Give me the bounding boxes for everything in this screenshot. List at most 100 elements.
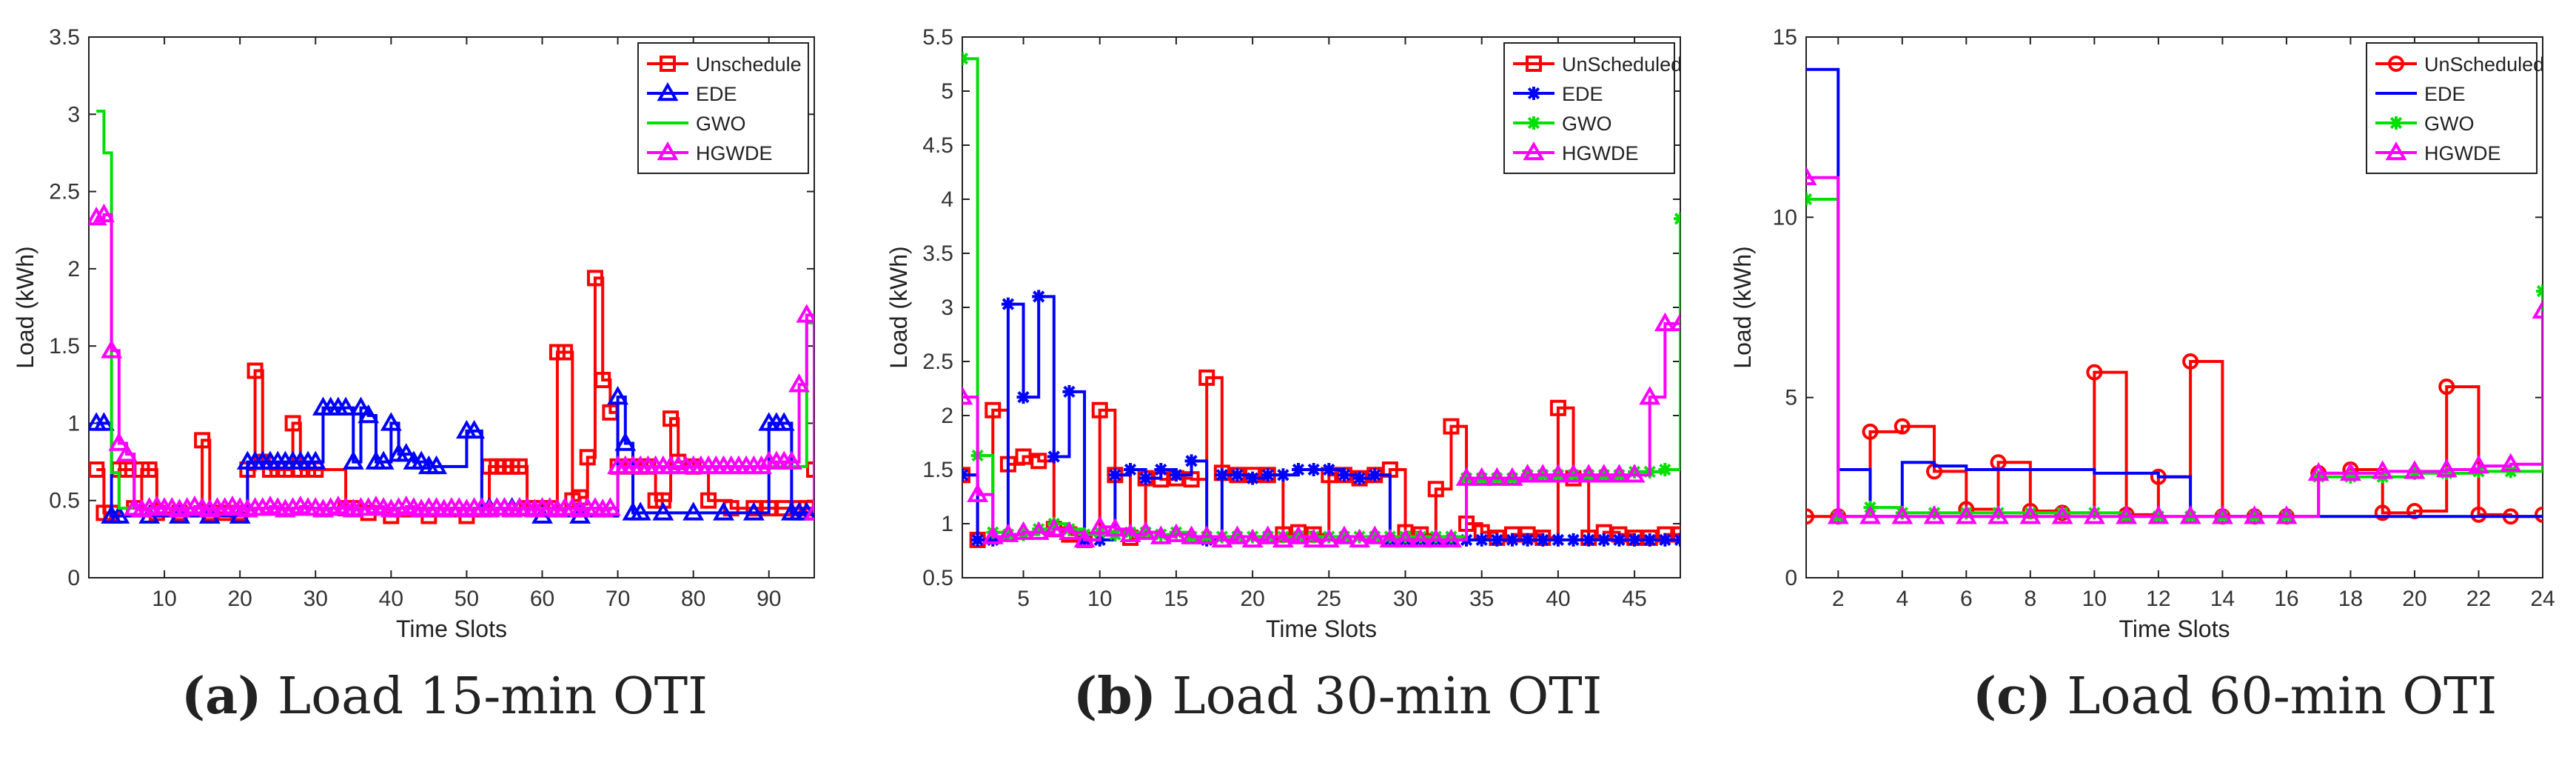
data-point — [101, 339, 123, 359]
data-point — [2083, 505, 2105, 524]
data-point — [2051, 505, 2073, 524]
y-tick-label: 0 — [1785, 566, 1797, 590]
y-tick-label: 10 — [1773, 205, 1797, 230]
x-tick-label: 70 — [606, 587, 630, 611]
data-point — [115, 443, 138, 462]
legend: UnScheduled EDE GWO HGWDE — [1503, 42, 1682, 174]
data-point — [395, 443, 417, 462]
data-point — [1241, 528, 1264, 548]
data-point — [2500, 453, 2522, 472]
chart-panel-c: 2 4 6 8 10 12 14 16 18 20 22 24 0 5 10 15 Time Slots Load… — [1717, 0, 2576, 757]
data-point — [1628, 464, 1642, 478]
data-point — [2211, 505, 2233, 524]
data-point — [1895, 506, 1909, 520]
data-point — [1658, 463, 1672, 476]
data-point — [2086, 364, 2103, 381]
data-point — [1276, 468, 1290, 482]
data-point — [1364, 525, 1386, 544]
x-tick-label: 18 — [2338, 587, 2363, 611]
data-point — [745, 500, 762, 517]
data-point — [1184, 454, 1198, 468]
data-point — [962, 468, 969, 482]
x-tick-label: 25 — [1317, 587, 1341, 611]
data-point — [1287, 525, 1309, 544]
data-point — [1165, 523, 1187, 542]
data-point — [1486, 467, 1508, 486]
data-point — [1169, 525, 1183, 539]
data-point — [1806, 508, 1814, 525]
series-hgwde — [1806, 166, 2543, 524]
legend-marker — [657, 141, 679, 161]
chart-a-svg: 10 20 30 40 50 60 70 80 90 0 0.5 1 1.5 2 2.5 3 3.5 Time S… — [12, 25, 815, 642]
data-point — [599, 497, 621, 516]
y-tick-label: 3.5 — [922, 241, 953, 266]
data-point — [1124, 463, 1138, 476]
legend-marker — [657, 81, 679, 101]
data-point — [1138, 471, 1153, 485]
data-point — [1566, 533, 1580, 547]
data-point — [1536, 533, 1550, 547]
data-point — [970, 533, 985, 547]
data-point — [2023, 506, 2037, 520]
data-point — [962, 386, 973, 405]
data-point — [1398, 530, 1412, 544]
data-point — [1322, 463, 1336, 476]
x-tick-label: 22 — [2466, 587, 2491, 611]
data-point — [1108, 468, 1122, 482]
data-point — [2307, 461, 2330, 481]
data-point — [1073, 528, 1096, 548]
chart-panel-a: 10 20 30 40 50 60 70 80 90 0 0.5 1 1.5 2 2.5 3 3.5 Time S… — [0, 0, 859, 757]
data-point — [1658, 533, 1672, 547]
y-tick-label: 3 — [67, 102, 80, 127]
legend-entry: HGWDE — [696, 142, 773, 164]
y-tick-label: 1 — [941, 512, 953, 536]
legend-entry: GWO — [2424, 113, 2475, 135]
data-point — [773, 412, 795, 431]
data-point — [962, 52, 969, 66]
caption-b: (b) Load 30-min OTI — [1073, 667, 1602, 726]
y-tick-label: 1.5 — [49, 334, 80, 359]
data-point — [594, 372, 611, 389]
data-point — [1549, 399, 1566, 416]
legend-marker — [1526, 56, 1542, 72]
data-point — [780, 450, 802, 470]
data-point — [1195, 525, 1218, 544]
legend-entry: HGWDE — [2424, 142, 2501, 164]
x-tick-label: 16 — [2274, 587, 2298, 611]
x-tick-label: 10 — [152, 587, 176, 611]
legend-marker — [1527, 87, 1540, 100]
x-tick-label: 12 — [2146, 587, 2170, 611]
x-tick-label: 5 — [1017, 587, 1030, 611]
data-point — [2468, 455, 2489, 474]
series-hgwde — [962, 312, 1680, 548]
data-point — [304, 450, 326, 470]
data-point — [108, 432, 130, 451]
data-point — [380, 412, 402, 431]
data-point — [742, 501, 765, 521]
data-point — [1303, 528, 1325, 548]
data-point — [1150, 525, 1172, 544]
series-hgwde — [89, 203, 814, 521]
data-point — [1597, 533, 1611, 547]
x-tick-label: 4 — [1896, 587, 1908, 611]
data-point — [682, 501, 705, 521]
caption-a-text: Load 15-min OTI — [278, 667, 708, 726]
legend-marker — [2388, 56, 2404, 72]
data-point — [1135, 521, 1157, 540]
data-point — [1016, 390, 1030, 404]
data-point — [2440, 466, 2454, 480]
data-point — [2244, 505, 2266, 524]
y-tick-label: 5.5 — [922, 25, 953, 50]
data-point — [1609, 464, 1630, 483]
data-point — [557, 344, 574, 361]
data-point — [2179, 505, 2201, 524]
data-point — [803, 501, 814, 521]
data-point — [1612, 533, 1626, 547]
data-point — [1154, 463, 1168, 476]
data-point — [985, 401, 1002, 418]
data-point — [2407, 466, 2421, 480]
y-tick-label: 2 — [67, 257, 80, 281]
y-tick-label: 0.5 — [922, 566, 953, 590]
data-point — [607, 385, 629, 405]
data-point — [1379, 528, 1401, 548]
